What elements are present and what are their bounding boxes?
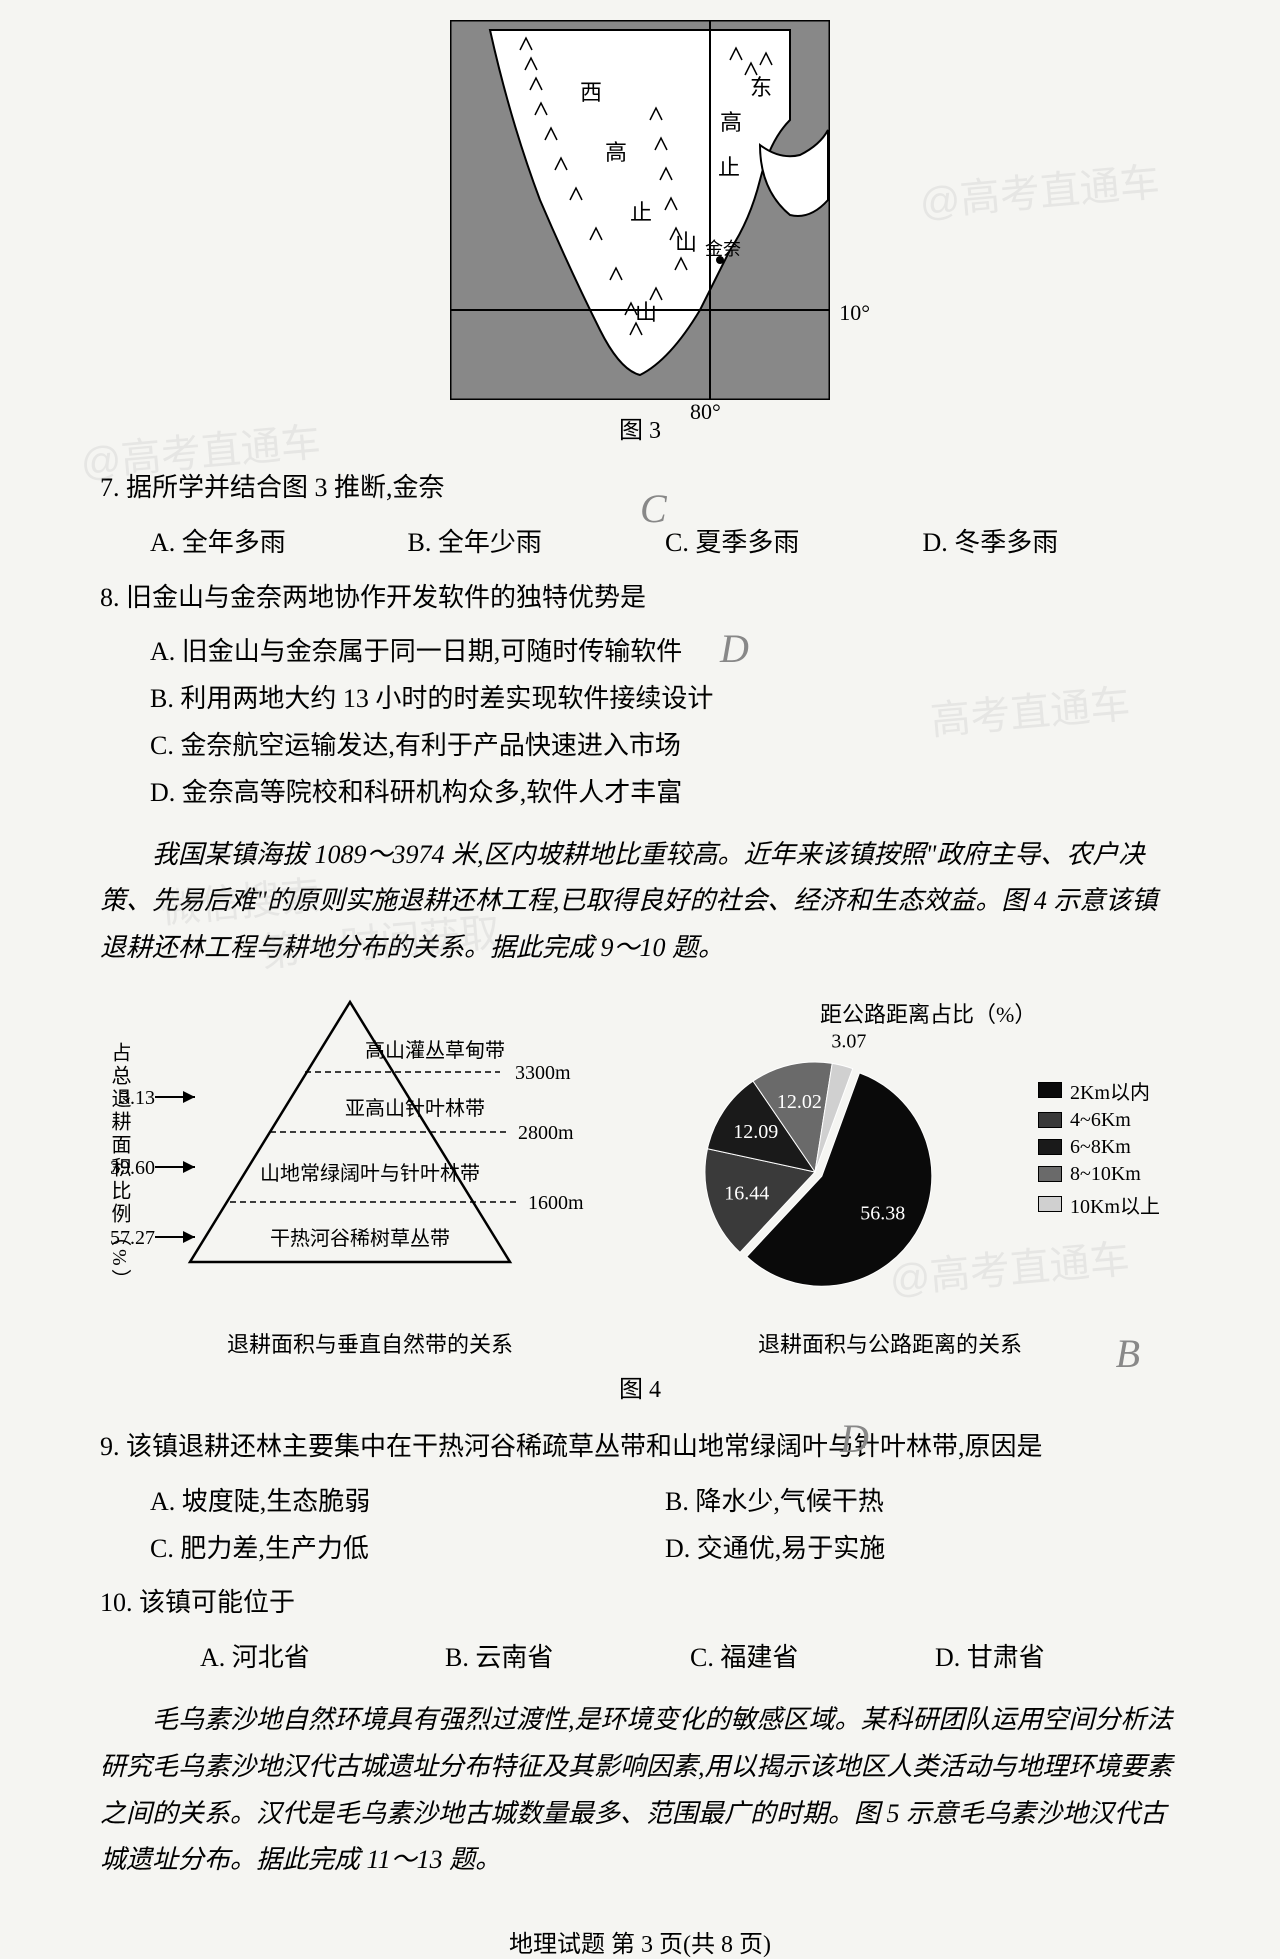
map-label-shan: 山	[675, 230, 697, 255]
zone-1-pct: 39.60	[110, 1157, 155, 1180]
lon-label: 80°	[690, 399, 721, 425]
figure-4-label: 图 4	[100, 1369, 1180, 1404]
q10-opt-b: B. 云南省	[445, 1635, 690, 1682]
map-label-east: 东	[750, 75, 772, 100]
lat-label: 10°	[839, 300, 870, 326]
zone-0-elev: 3300m	[515, 1062, 571, 1085]
page-footer: 地理试题 第 3 页(共 8 页)	[100, 1924, 1180, 1959]
zone-3-pct: 57.27	[110, 1227, 155, 1250]
svg-text:56.38: 56.38	[860, 1203, 905, 1225]
q8-opt-d: D. 金奈高等院校和科研机构众多,软件人才丰富	[150, 770, 1180, 817]
legend-item: 6~8Km	[1038, 1136, 1160, 1159]
pie-chart: 距公路距离占比（%） 56.3816.4412.0912.023.07 2Km以…	[640, 992, 1160, 1312]
svg-text:12.09: 12.09	[733, 1121, 778, 1143]
zone-1-label: 亚高山针叶林带	[345, 1092, 485, 1121]
svg-text:3.07: 3.07	[831, 1030, 866, 1052]
passage-2: 毛乌素沙地自然环境具有强烈过渡性,是环境变化的敏感区域。某科研团队运用空间分析法…	[100, 1697, 1180, 1884]
handwritten-c: C	[640, 485, 667, 532]
q7-opt-c: C. 夏季多雨	[665, 520, 923, 567]
legend-item: 4~6Km	[1038, 1109, 1160, 1132]
watermark: @高考直通车	[917, 150, 1162, 229]
q10-opt-d: D. 甘肃省	[935, 1635, 1180, 1682]
q8-opt-c: C. 金奈航空运输发达,有利于产品快速进入市场	[150, 723, 1180, 770]
q9-opt-d: D. 交通优,易于实施	[665, 1526, 1180, 1573]
passage-1: 我国某镇海拔 1089～3974 米,区内坡耕地比重较高。近年来该镇按照"政府主…	[100, 832, 1180, 972]
handwritten-d2: D	[840, 1415, 869, 1462]
legend-item: 10Km以上	[1038, 1190, 1160, 1219]
figure-4-charts: 占总退耕面积比例（%） 高山灌丛草甸带 3300m 3.13 亚高山针叶林带 2…	[100, 992, 1180, 1312]
q9-opt-b: B. 降水少,气候干热	[665, 1479, 1180, 1526]
handwritten-b: B	[1116, 1330, 1140, 1377]
q8-opt-b: B. 利用两地大约 13 小时的时差实现软件接续设计	[150, 676, 1180, 723]
map-label-gao2: 高	[720, 110, 742, 135]
zone-1-elev: 2800m	[518, 1122, 574, 1145]
q9-opt-c: C. 肥力差,生产力低	[150, 1526, 665, 1573]
triangle-caption: 退耕面积与垂直自然带的关系	[130, 1327, 610, 1359]
pie-caption: 退耕面积与公路距离的关系	[630, 1327, 1150, 1359]
map-label-zhi2: 止	[718, 155, 740, 180]
q7-opt-d: D. 冬季多雨	[923, 520, 1181, 567]
triangle-chart: 占总退耕面积比例（%） 高山灌丛草甸带 3300m 3.13 亚高山针叶林带 2…	[120, 992, 600, 1312]
legend-item: 8~10Km	[1038, 1163, 1160, 1186]
map-label-shan2: 山	[635, 300, 657, 325]
q7-opt-b: B. 全年少雨	[408, 520, 666, 567]
zone-3-label: 干热河谷稀树草丛带	[270, 1222, 450, 1251]
zone-0-pct: 3.13	[120, 1087, 155, 1110]
q10-opt-a: A. 河北省	[200, 1635, 445, 1682]
legend-item: 2Km以内	[1038, 1076, 1160, 1105]
handwritten-d: D	[720, 625, 749, 672]
map-label-gao: 高	[605, 140, 627, 165]
question-10-stem: 10. 该镇可能位于	[100, 1580, 1180, 1627]
question-8-stem: 8. 旧金山与金奈两地协作开发软件的独特优势是	[100, 575, 1180, 622]
q9-opt-a: A. 坡度陡,生态脆弱	[150, 1479, 665, 1526]
map-figure-3: 西 东 高 高 止 止 山 山 金奈 10° 80°	[450, 20, 830, 400]
question-9-stem: 9. 该镇退耕还林主要集中在干热河谷稀疏草丛带和山地常绿阔叶与针叶林带,原因是	[100, 1424, 1180, 1471]
svg-text:12.02: 12.02	[777, 1091, 822, 1113]
svg-text:16.44: 16.44	[724, 1182, 769, 1204]
india-map-svg: 西 东 高 高 止 止 山 山 金奈	[450, 20, 830, 400]
q10-opt-c: C. 福建省	[690, 1635, 935, 1682]
map-label-jinai: 金奈	[705, 239, 741, 259]
figure-3-label: 图 3	[100, 410, 1180, 445]
map-label-west: 西	[580, 80, 602, 105]
map-label-zhi: 止	[630, 200, 652, 225]
q7-opt-a: A. 全年多雨	[150, 520, 408, 567]
pie-legend: 2Km以内 4~6Km 6~8Km 8~10Km 10Km以上	[1038, 1072, 1160, 1223]
zone-0-label: 高山灌丛草甸带	[365, 1034, 505, 1063]
zone-2-label: 山地常绿阔叶与针叶林带	[260, 1157, 480, 1186]
zone-2-elev: 1600m	[528, 1192, 584, 1215]
q8-opt-a: A. 旧金山与金奈属于同一日期,可随时传输软件	[150, 629, 1180, 676]
